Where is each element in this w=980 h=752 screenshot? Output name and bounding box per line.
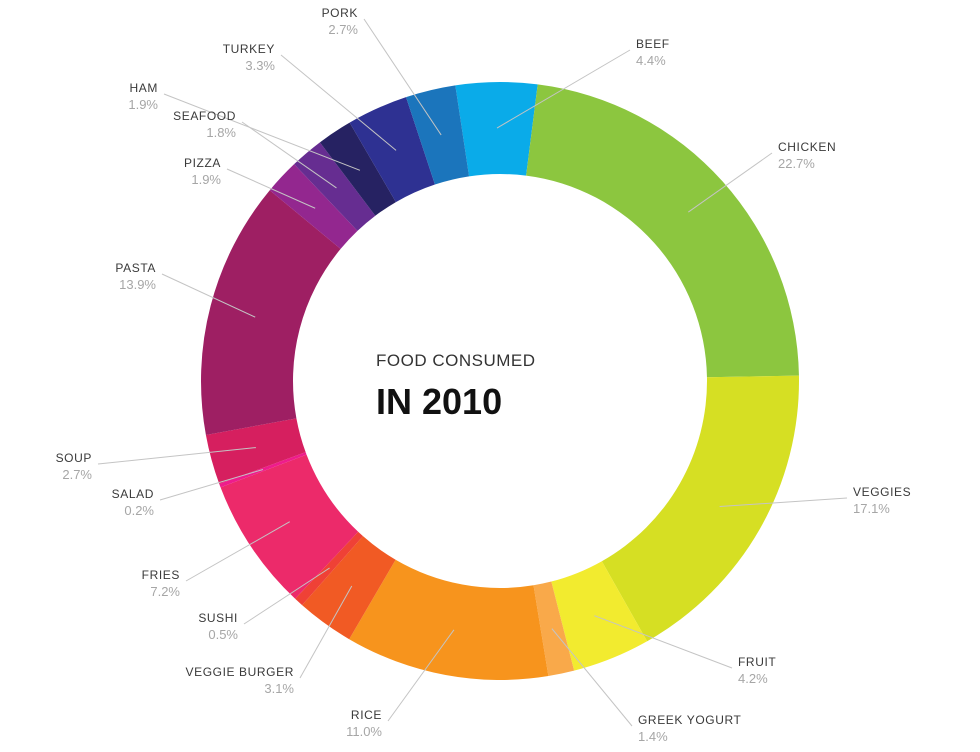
leader-line [594, 615, 733, 669]
slice-label: HAM [130, 81, 158, 95]
slice-label: VEGGIES [853, 485, 911, 499]
slice-value-label: 0.5% [208, 627, 238, 642]
leader-line [163, 93, 361, 171]
slice-label: SOUP [56, 451, 92, 465]
slice-value-label: 4.4% [636, 53, 666, 68]
slice-label: RICE [351, 708, 382, 722]
slice-label: PORK [322, 6, 358, 20]
slice-value-label: 1.8% [206, 125, 236, 140]
slice-label: TURKEY [223, 42, 275, 56]
slice-label: SALAD [112, 487, 154, 501]
slice-soup [205, 418, 306, 484]
leader-line [97, 447, 256, 465]
leader-line [243, 567, 330, 625]
leader-line [363, 18, 442, 136]
leader-line [387, 629, 455, 722]
leader-line [719, 497, 848, 508]
leader-line [185, 521, 290, 582]
slice-veggies [601, 375, 799, 642]
slice-label: CHICKEN [778, 140, 836, 154]
slice-fries [220, 454, 359, 599]
leader-line [159, 469, 264, 501]
slice-rice [349, 559, 549, 680]
slice-value-label: 4.2% [738, 671, 768, 686]
slice-label: FRIES [142, 568, 180, 582]
chart-subtitle: IN 2010 [376, 381, 502, 422]
leader-line [688, 152, 773, 213]
slice-greek-yogurt [533, 581, 575, 677]
slice-turkey [349, 97, 435, 203]
slice-value-label: 0.2% [124, 503, 154, 518]
slice-value-label: 3.1% [264, 681, 294, 696]
slice-chicken [526, 84, 799, 378]
slice-label: PIZZA [184, 156, 221, 170]
leader-line [299, 585, 353, 679]
slice-value-label: 17.1% [853, 501, 890, 516]
slice-value-label: 1.4% [638, 729, 668, 744]
slice-value-label: 7.2% [150, 584, 180, 599]
slice-label: SEAFOOD [173, 109, 236, 123]
leader-line [226, 168, 316, 209]
slice-pizza [269, 164, 358, 249]
leader-lines [97, 18, 848, 727]
slice-value-label: 1.9% [191, 172, 221, 187]
slice-pasta [201, 190, 341, 435]
leader-line [496, 49, 631, 129]
slice-veggie-burger [302, 536, 396, 640]
slice-value-label: 1.9% [128, 97, 158, 112]
slice-labels: BEEF 4.4% CHICKEN 22.7% VEGGIES 17.1% FRUIT 4.2… [56, 6, 911, 744]
slice-label: PASTA [115, 261, 156, 275]
slice-value-label: 2.7% [62, 467, 92, 482]
leader-line [551, 628, 633, 727]
slice-beef [455, 81, 538, 177]
leader-line [280, 54, 397, 151]
slice-value-label: 11.0% [346, 724, 382, 739]
slice-label: GREEK YOGURT [638, 713, 742, 727]
slice-fruit [551, 561, 648, 671]
slice-label: SUSHI [198, 611, 238, 625]
leader-line [241, 121, 337, 189]
slice-value-label: 3.3% [245, 58, 275, 73]
slice-value-label: 2.7% [328, 22, 358, 37]
slice-value-label: 13.9% [119, 277, 156, 292]
slice-pork [406, 85, 470, 185]
leader-line [161, 273, 256, 318]
slice-label: VEGGIE BURGER [186, 665, 295, 679]
slice-label: BEEF [636, 37, 670, 51]
slice-value-label: 22.7% [778, 156, 815, 171]
slice-label: FRUIT [738, 655, 776, 669]
chart-title: FOOD CONSUMED [376, 351, 536, 370]
